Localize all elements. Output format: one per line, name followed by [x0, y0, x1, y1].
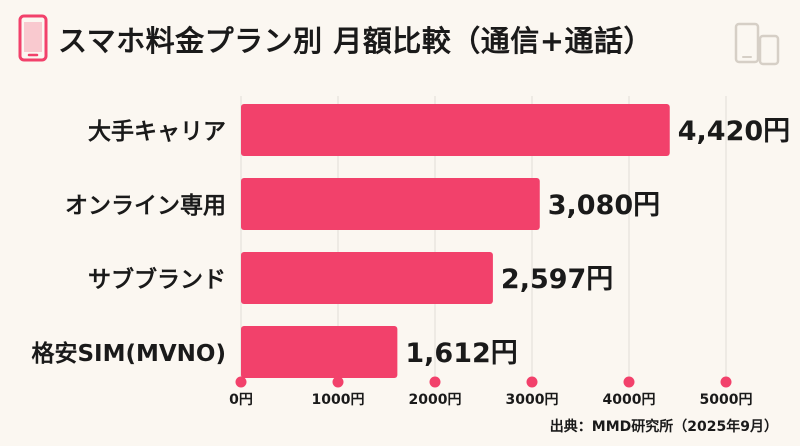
category-label: サブブランド — [88, 266, 226, 293]
tick-dot — [235, 376, 247, 388]
tick-label: 4000円 — [603, 392, 656, 408]
bar — [241, 178, 540, 230]
smartphone-icon — [18, 14, 48, 62]
tick-dot — [429, 376, 441, 388]
bar — [241, 326, 398, 378]
tick-label: 0円 — [229, 392, 253, 408]
category-label: オンライン専用 — [65, 193, 226, 219]
category-label: 大手キャリア — [88, 119, 226, 145]
bar — [241, 252, 493, 304]
tick-dot — [720, 376, 732, 388]
tick-label: 5000円 — [700, 392, 753, 408]
tick-label: 2000円 — [409, 392, 462, 408]
tick-label: 1000円 — [312, 392, 365, 408]
value-label: 4,420円 — [678, 116, 790, 147]
value-label: 2,597円 — [501, 264, 613, 295]
bar — [241, 104, 670, 156]
source-note: 出典：MMD研究所（2025年9月） — [549, 419, 778, 435]
category-label: 格安SIM(MVNO) — [31, 340, 226, 367]
tick-dot — [526, 376, 538, 388]
tick-dot — [623, 376, 635, 388]
chart-title: スマホ料金プラン別 月額比較（通信+通話） — [58, 24, 654, 58]
title-bar: スマホ料金プラン別 月額比較（通信+通話） — [0, 0, 800, 90]
value-label: 3,080円 — [548, 190, 660, 221]
smartphones-icon — [734, 22, 780, 66]
tick-dot — [332, 376, 344, 388]
value-label: 1,612円 — [405, 338, 517, 369]
tick-label: 3000円 — [506, 392, 559, 408]
